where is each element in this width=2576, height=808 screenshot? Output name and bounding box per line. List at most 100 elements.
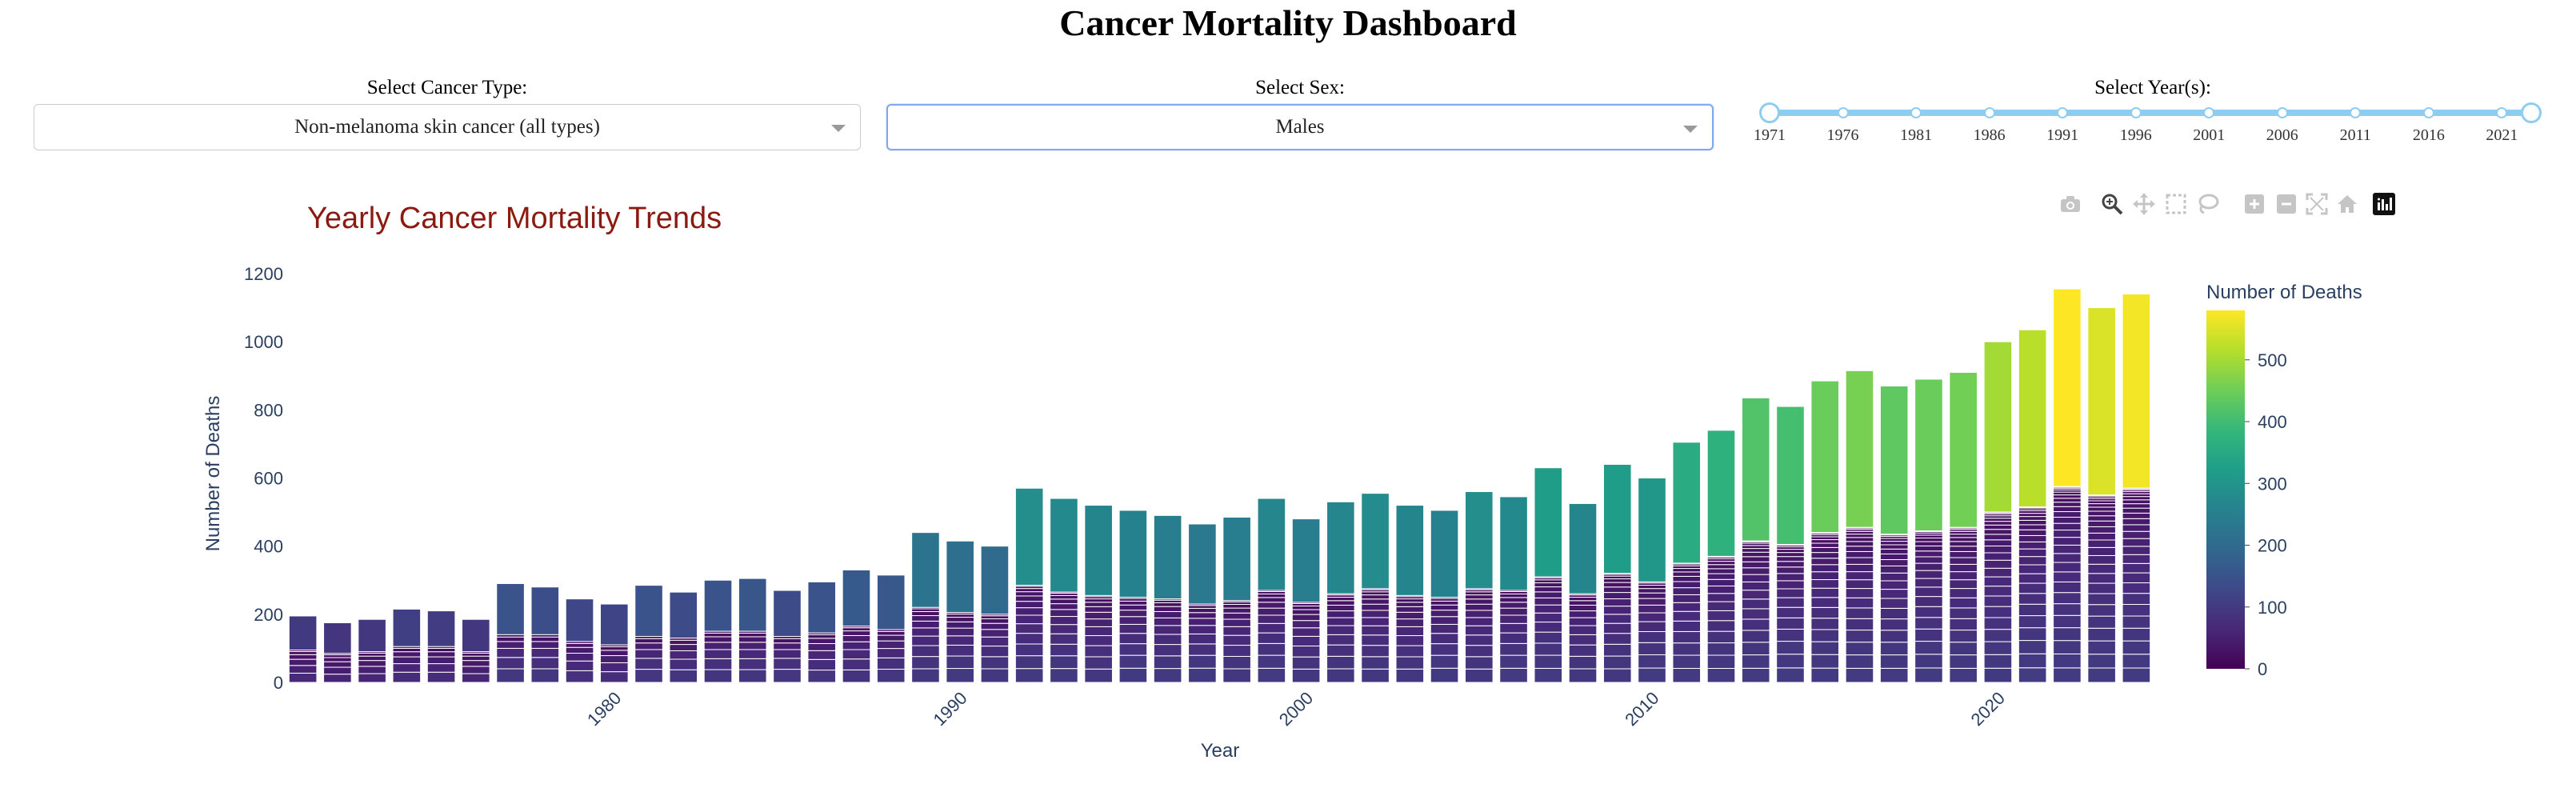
bar-segment[interactable] (2018, 516, 2047, 521)
bar-segment[interactable] (842, 634, 871, 642)
bar-segment[interactable] (2018, 529, 2047, 536)
bar-segment[interactable] (1602, 575, 1632, 580)
bar-top-segment[interactable] (1222, 516, 1251, 602)
bar-segment[interactable] (1638, 592, 1666, 599)
bar-segment[interactable] (426, 663, 456, 673)
bar-segment[interactable] (358, 653, 386, 657)
bar-segment[interactable] (1153, 655, 1182, 670)
bar-segment[interactable] (1879, 559, 1909, 566)
bar-segment[interactable] (1326, 610, 1355, 618)
bar-segment[interactable] (1499, 607, 1528, 616)
bar-segment[interactable] (1810, 667, 1840, 683)
bar-segment[interactable] (1118, 654, 1148, 669)
box-select-icon[interactable] (2162, 190, 2190, 218)
bar-segment[interactable] (1222, 626, 1251, 636)
bar-segment[interactable] (1118, 604, 1148, 611)
bar-segment[interactable] (323, 674, 352, 683)
bar-segment[interactable] (1084, 598, 1113, 603)
bar-segment[interactable] (1534, 622, 1563, 633)
bar-segment[interactable] (2018, 603, 2047, 617)
bar-segment[interactable] (1602, 633, 1632, 645)
plotly-logo-icon[interactable] (2370, 190, 2398, 218)
bar-segment[interactable] (773, 669, 802, 683)
bar-segment[interactable] (2122, 627, 2151, 642)
bar-segment[interactable] (1914, 628, 1943, 642)
year-slider-dot[interactable] (1983, 107, 1995, 118)
bar-segment[interactable] (1706, 654, 1736, 669)
bar-segment[interactable] (1050, 598, 1078, 605)
bar-segment[interactable] (1118, 633, 1148, 645)
bar-segment[interactable] (1430, 643, 1459, 656)
bar-segment[interactable] (669, 650, 698, 660)
bar-segment[interactable] (1741, 561, 1770, 569)
bar-segment[interactable] (426, 671, 456, 683)
bar-segment[interactable] (1291, 620, 1321, 629)
bar-segment[interactable] (2087, 640, 2116, 655)
bar-segment[interactable] (1014, 668, 1044, 683)
bar-segment[interactable] (1188, 633, 1217, 645)
bar-segment[interactable] (1949, 526, 1978, 529)
bar-segment[interactable] (1291, 602, 1321, 604)
bar-top-segment[interactable] (1118, 510, 1148, 598)
bar-segment[interactable] (2087, 503, 2116, 508)
bar-segment[interactable] (1845, 618, 1874, 631)
bar-top-segment[interactable] (1568, 502, 1598, 594)
bar-segment[interactable] (1706, 561, 1736, 566)
bar-segment[interactable] (2122, 503, 2151, 509)
bar-segment[interactable] (980, 646, 1010, 658)
bar-segment[interactable] (1776, 597, 1805, 608)
bar-segment[interactable] (1499, 597, 1528, 603)
bar-segment[interactable] (1706, 630, 1736, 644)
bar-top-segment[interactable] (323, 622, 352, 654)
bar-segment[interactable] (1465, 591, 1494, 596)
bar-segment[interactable] (1914, 562, 1943, 571)
bar-top-segment[interactable] (426, 610, 456, 647)
bar-segment[interactable] (2018, 513, 2047, 518)
bar-top-segment[interactable] (842, 569, 871, 627)
bar-segment[interactable] (1395, 602, 1425, 607)
bar-segment[interactable] (703, 632, 733, 638)
bar-segment[interactable] (1395, 606, 1425, 613)
bar-segment[interactable] (392, 671, 422, 683)
bar-segment[interactable] (496, 641, 525, 649)
bar-segment[interactable] (426, 651, 456, 658)
bar-segment[interactable] (1810, 552, 1840, 559)
bar-segment[interactable] (2087, 520, 2116, 527)
bar-segment[interactable] (1014, 623, 1044, 634)
bar-segment[interactable] (1672, 562, 1702, 565)
bar-segment[interactable] (1568, 610, 1598, 618)
bar-segment[interactable] (876, 668, 906, 683)
bar-segment[interactable] (1810, 532, 1840, 534)
bar-segment[interactable] (1465, 645, 1494, 658)
bar-segment[interactable] (1845, 534, 1874, 538)
bar-segment[interactable] (530, 647, 560, 658)
bar-segment[interactable] (1014, 591, 1044, 597)
bar-segment[interactable] (1499, 602, 1528, 609)
bar-segment[interactable] (1326, 600, 1355, 606)
bar-segment[interactable] (1222, 603, 1251, 609)
bar-segment[interactable] (1983, 552, 2013, 561)
reset-axes-icon[interactable] (2334, 190, 2361, 218)
bar-segment[interactable] (634, 642, 663, 650)
bar-segment[interactable] (2122, 487, 2151, 490)
bar-segment[interactable] (323, 657, 352, 662)
bar-segment[interactable] (2018, 506, 2047, 508)
bar-segment[interactable] (1188, 625, 1217, 634)
bar-segment[interactable] (1084, 618, 1113, 627)
bar-segment[interactable] (2018, 534, 2047, 542)
bar-segment[interactable] (807, 658, 837, 671)
bar-segment[interactable] (946, 644, 974, 657)
bar-segment[interactable] (1361, 668, 1390, 683)
bar-top-segment[interactable] (1638, 478, 1666, 582)
bar-segment[interactable] (1776, 667, 1805, 683)
bar-segment[interactable] (2122, 512, 2151, 519)
bar-segment[interactable] (2122, 524, 2151, 532)
bar-segment[interactable] (2122, 507, 2151, 514)
bar-segment[interactable] (842, 627, 871, 632)
bar-segment[interactable] (980, 622, 1010, 630)
bar-segment[interactable] (1706, 601, 1736, 611)
bar-segment[interactable] (2122, 654, 2151, 669)
bar-segment[interactable] (1291, 635, 1321, 647)
bar-segment[interactable] (1706, 555, 1736, 558)
bar-segment[interactable] (1672, 575, 1702, 582)
